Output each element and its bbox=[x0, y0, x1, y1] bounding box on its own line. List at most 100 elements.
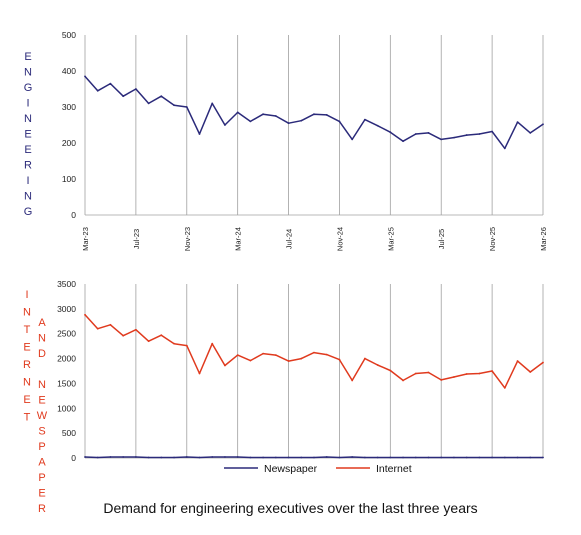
y-axis-title-letter: E bbox=[24, 129, 31, 141]
data-point-engineering bbox=[478, 133, 481, 135]
data-point-newspaper bbox=[351, 456, 354, 458]
data-point-newspaper bbox=[122, 456, 125, 458]
y-axis-title-left-letter: E bbox=[23, 394, 30, 406]
y-tick-label: 2000 bbox=[57, 354, 76, 364]
y-axis-title-letter: N bbox=[24, 113, 32, 125]
data-point-internet bbox=[376, 364, 379, 366]
y-axis-title-right-letter: R bbox=[38, 503, 46, 515]
y-tick-label: 3500 bbox=[57, 279, 76, 289]
y-axis-title-right-letter: S bbox=[38, 426, 45, 438]
y-tick-label: 300 bbox=[62, 102, 76, 112]
y-axis-title-letter: G bbox=[24, 82, 33, 94]
data-point-engineering bbox=[465, 134, 468, 136]
y-tick-label: 500 bbox=[62, 30, 76, 40]
y-tick-label: 3000 bbox=[57, 304, 76, 314]
legend: Newspaper Internet bbox=[224, 463, 412, 475]
y-axis-title-left-letter: N bbox=[23, 377, 31, 389]
data-point-newspaper bbox=[491, 456, 494, 459]
data-point-internet bbox=[402, 379, 404, 382]
data-point-engineering bbox=[122, 95, 125, 98]
data-point-internet bbox=[465, 373, 468, 375]
data-point-internet bbox=[84, 313, 86, 316]
y-axis-title-letter: I bbox=[26, 98, 29, 110]
data-point-internet bbox=[96, 327, 99, 330]
data-point-newspaper bbox=[338, 456, 341, 459]
data-point-newspaper bbox=[529, 456, 532, 459]
data-point-engineering bbox=[376, 124, 379, 127]
data-point-engineering bbox=[287, 122, 290, 125]
y-axis-title-left-letter: E bbox=[23, 342, 30, 354]
data-point-internet bbox=[224, 364, 226, 367]
data-point-newspaper bbox=[287, 456, 290, 459]
y-axis-title-left-letter: N bbox=[23, 307, 31, 319]
data-point-newspaper bbox=[389, 456, 392, 459]
data-point-engineering bbox=[363, 118, 366, 121]
y-tick-label: 100 bbox=[62, 174, 76, 184]
y-axis-title-letter: N bbox=[24, 191, 32, 203]
data-point-internet bbox=[236, 354, 239, 356]
data-point-internet bbox=[389, 369, 392, 372]
data-point-internet bbox=[262, 352, 265, 355]
x-tick-label: Jul-23 bbox=[132, 229, 141, 249]
y-axis-title-right-letter: N bbox=[38, 333, 46, 345]
data-point-newspaper bbox=[185, 456, 188, 458]
data-point-engineering bbox=[96, 89, 99, 92]
data-point-engineering bbox=[134, 88, 137, 90]
data-point-newspaper bbox=[173, 456, 175, 459]
data-point-newspaper bbox=[274, 456, 277, 459]
y-tick-label: 400 bbox=[62, 66, 76, 76]
data-point-internet bbox=[160, 334, 163, 337]
data-point-engineering bbox=[402, 140, 404, 143]
y-tick-label: 1000 bbox=[57, 403, 76, 413]
data-point-engineering bbox=[147, 102, 150, 105]
data-point-newspaper bbox=[198, 456, 201, 459]
data-point-internet bbox=[134, 328, 137, 331]
data-point-internet bbox=[325, 353, 328, 356]
data-point-engineering bbox=[274, 115, 277, 117]
data-point-newspaper bbox=[465, 456, 468, 459]
data-point-engineering bbox=[262, 113, 265, 116]
data-point-engineering bbox=[414, 133, 417, 135]
data-point-engineering bbox=[249, 120, 252, 123]
y-axis-title-right-letter: N bbox=[38, 379, 46, 391]
data-point-engineering bbox=[542, 123, 544, 126]
data-point-newspaper bbox=[440, 456, 443, 459]
data-point-engineering bbox=[160, 95, 163, 98]
data-point-newspaper bbox=[134, 456, 137, 458]
data-point-newspaper bbox=[160, 456, 163, 459]
y-axis-title-left-letter: T bbox=[24, 324, 31, 336]
data-point-internet bbox=[173, 342, 175, 345]
data-point-internet bbox=[185, 344, 188, 347]
y-axis-title-right-letter: D bbox=[38, 348, 46, 360]
data-point-engineering bbox=[491, 130, 494, 133]
data-point-internet bbox=[109, 323, 112, 326]
data-point-engineering bbox=[351, 138, 354, 141]
legend-label-internet: Internet bbox=[376, 463, 412, 475]
data-point-internet bbox=[338, 358, 341, 361]
data-point-engineering bbox=[211, 102, 214, 105]
x-tick-label: Mar-24 bbox=[234, 227, 243, 251]
y-axis-title-right-letter: E bbox=[38, 395, 45, 407]
series-line-internet bbox=[84, 314, 544, 389]
data-point-newspaper bbox=[84, 456, 86, 458]
series-line-engineering bbox=[84, 75, 544, 150]
x-tick-label: Nov-23 bbox=[183, 227, 192, 251]
internet-newspaper-chart: 0500100015002000250030003500INTERNETANDN… bbox=[23, 279, 544, 515]
data-point-newspaper bbox=[313, 456, 315, 459]
data-point-engineering bbox=[313, 113, 315, 116]
data-point-engineering bbox=[503, 147, 506, 150]
y-axis-title-right-letter: E bbox=[38, 488, 45, 500]
data-point-internet bbox=[211, 342, 214, 345]
data-point-internet bbox=[440, 379, 443, 381]
data-point-newspaper bbox=[236, 456, 239, 458]
data-point-engineering bbox=[529, 132, 532, 134]
y-axis-title-right-letter: P bbox=[38, 472, 45, 484]
x-tick-label: Mar-23 bbox=[81, 227, 90, 251]
x-tick-label: Jul-25 bbox=[437, 229, 446, 249]
x-tick-label: Mar-25 bbox=[386, 227, 395, 251]
y-axis-title-left-letter: I bbox=[25, 289, 28, 301]
data-point-internet bbox=[478, 372, 481, 375]
data-point-internet bbox=[542, 361, 544, 364]
data-point-newspaper bbox=[414, 456, 417, 459]
data-point-internet bbox=[427, 371, 430, 374]
